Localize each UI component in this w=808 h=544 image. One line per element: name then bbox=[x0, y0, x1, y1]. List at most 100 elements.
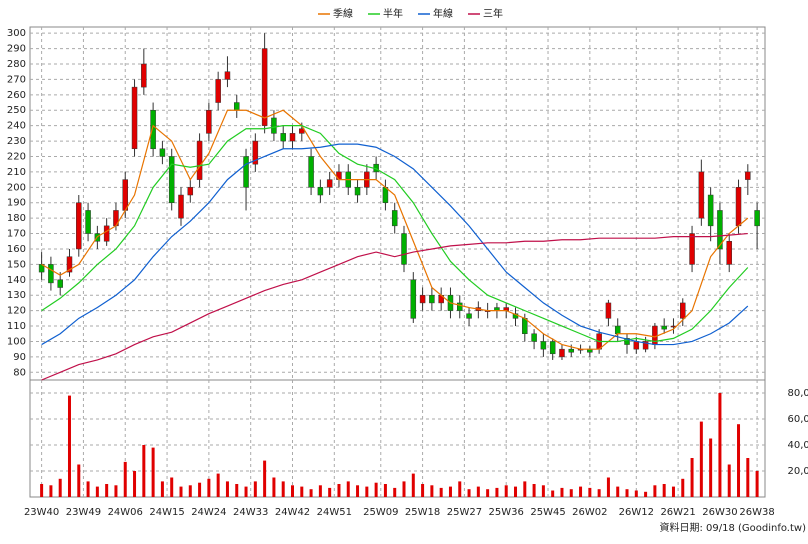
candle-body bbox=[104, 226, 109, 241]
volume-bar bbox=[700, 422, 703, 497]
volume-bar bbox=[245, 487, 248, 497]
candle-body bbox=[680, 303, 685, 318]
volume-bar bbox=[579, 487, 582, 497]
legend-label: 三年 bbox=[483, 7, 503, 20]
x-tick-label: 26W12 bbox=[619, 507, 654, 518]
volume-bar bbox=[681, 479, 684, 497]
candle-body bbox=[634, 341, 639, 349]
candle-body bbox=[318, 187, 323, 195]
volume-bar bbox=[560, 488, 563, 497]
volume-bar bbox=[505, 485, 508, 497]
volume-bar bbox=[421, 484, 424, 497]
volume-bar bbox=[328, 488, 331, 497]
y-tick-label: 270 bbox=[7, 74, 26, 85]
candle-body bbox=[708, 195, 713, 226]
legend-label: 年線 bbox=[433, 7, 453, 20]
candle-body bbox=[662, 326, 667, 329]
y-tick-label: 90 bbox=[13, 352, 26, 363]
volume-bar bbox=[272, 478, 275, 498]
candle-body bbox=[699, 172, 704, 218]
volume-bar bbox=[486, 489, 489, 497]
volume-bar bbox=[616, 487, 619, 497]
candle-body bbox=[745, 172, 750, 180]
volume-bar bbox=[179, 487, 182, 497]
y-tick-label: 210 bbox=[7, 167, 26, 178]
y-tick-label: 200 bbox=[7, 182, 26, 193]
x-tick-label: 25W09 bbox=[363, 507, 398, 518]
candle-body bbox=[402, 234, 407, 265]
volume-bar bbox=[588, 488, 591, 497]
volume-bar bbox=[68, 396, 71, 497]
candle-body bbox=[206, 110, 211, 133]
volume-bar bbox=[393, 488, 396, 497]
x-tick-label: 24W15 bbox=[149, 507, 184, 518]
candle-body bbox=[216, 79, 221, 102]
volume-bar bbox=[40, 484, 43, 497]
volume-bar bbox=[709, 439, 712, 498]
volume-bar bbox=[114, 485, 117, 497]
y-tick-label: 230 bbox=[7, 136, 26, 147]
x-tick-label: 24W33 bbox=[233, 507, 268, 518]
candle-body bbox=[532, 334, 537, 342]
candle-body bbox=[615, 326, 620, 334]
volume-bar bbox=[356, 485, 359, 497]
y-tick-label: 180 bbox=[7, 213, 26, 224]
volume-bar bbox=[49, 485, 52, 497]
candle-body bbox=[336, 172, 341, 180]
volume-bar bbox=[523, 481, 526, 497]
volume-bar bbox=[644, 492, 647, 497]
volume-bar bbox=[105, 484, 108, 497]
volume-bar bbox=[347, 481, 350, 497]
volume-bar bbox=[207, 479, 210, 497]
x-tick-label: 24W24 bbox=[191, 507, 226, 518]
volume-bar bbox=[653, 485, 656, 497]
candle-body bbox=[86, 210, 91, 233]
x-tick-label: 24W06 bbox=[108, 507, 143, 518]
volume-bar bbox=[403, 481, 406, 497]
volume-bar bbox=[598, 489, 601, 497]
legend-label: 季線 bbox=[333, 7, 353, 20]
candle-body bbox=[48, 264, 53, 282]
y-tick-label: 220 bbox=[7, 151, 26, 162]
volume-bar bbox=[514, 487, 517, 497]
candle-body bbox=[290, 133, 295, 141]
volume-bar bbox=[691, 458, 694, 497]
volume-bar bbox=[746, 458, 749, 497]
volume-bar bbox=[756, 471, 759, 497]
volume-bar bbox=[449, 487, 452, 497]
volume-bar bbox=[495, 488, 498, 497]
y-tick-label: 100 bbox=[7, 336, 26, 347]
x-tick-label: 26W02 bbox=[572, 507, 607, 518]
y-tick-label: 80 bbox=[13, 367, 26, 378]
y2-tick-label: 60,000 bbox=[788, 414, 808, 425]
volume-bar bbox=[728, 465, 731, 498]
y-tick-label: 140 bbox=[7, 275, 26, 286]
candle-body bbox=[141, 64, 146, 87]
volume-bar bbox=[254, 481, 257, 497]
candle-body bbox=[197, 141, 202, 180]
candle-body bbox=[327, 180, 332, 188]
candle-body bbox=[522, 318, 527, 333]
candle-body bbox=[132, 87, 137, 149]
volume-bar bbox=[477, 487, 480, 497]
candle-body bbox=[271, 118, 276, 133]
volume-bar bbox=[533, 484, 536, 497]
candle-body bbox=[690, 234, 695, 265]
y-tick-label: 250 bbox=[7, 105, 26, 116]
x-tick-label: 26W21 bbox=[660, 507, 695, 518]
candle-body bbox=[178, 195, 183, 218]
volume-bar bbox=[319, 485, 322, 497]
candle-body bbox=[727, 241, 732, 264]
volume-bar bbox=[217, 474, 220, 497]
x-tick-label: 25W27 bbox=[447, 507, 482, 518]
x-tick-label: 23W49 bbox=[66, 507, 101, 518]
candle-body bbox=[355, 187, 360, 195]
x-tick-label: 24W42 bbox=[275, 507, 310, 518]
volume-bar bbox=[672, 487, 675, 497]
volume-bar bbox=[718, 393, 721, 497]
volume-bar bbox=[607, 478, 610, 498]
candle-body bbox=[392, 210, 397, 225]
volume-bar bbox=[291, 485, 294, 497]
volume-bar bbox=[430, 485, 433, 497]
